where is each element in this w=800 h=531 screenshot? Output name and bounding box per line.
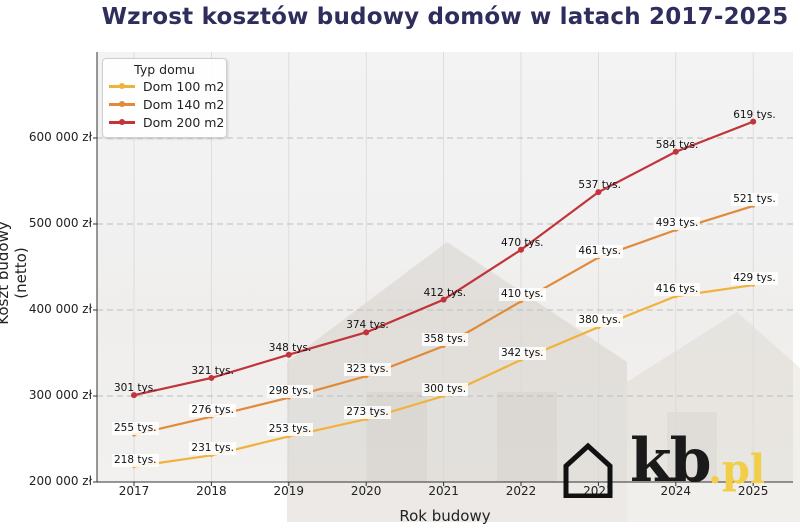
data-label: 342 tys. [499,346,546,360]
data-label: 273 tys. [344,406,391,420]
x-tick-label: 2024 [660,484,692,498]
data-point [518,246,524,253]
data-label: 358 tys. [421,333,469,347]
logo-kb-text: kb [630,426,712,496]
data-label: 255 tys. [112,421,159,435]
data-label: 584 tys. [655,138,699,151]
y-tick-label: 200 000 zł [28,474,92,488]
y-tick-label: 600 000 zł [28,130,92,144]
x-axis-label: Rok budowy [399,507,491,525]
line-marker-icon [109,118,135,125]
x-tick-label: 2017 [118,484,150,498]
x-tick-label: 2019 [273,484,305,498]
data-label: 231 tys. [189,442,236,456]
data-label: 416 tys. [653,283,701,297]
legend-item-dom-140: Dom 140 m2 [109,95,226,113]
data-label: 493 tys. [653,217,701,231]
data-label: 300 tys. [421,383,469,396]
data-label: 470 tys. [501,236,544,249]
data-label: 374 tys. [346,319,389,332]
data-label: 619 tys. [733,108,776,121]
legend-item-dom-200: Dom 200 m2 [109,113,226,131]
data-label: 429 tys. [731,272,778,286]
data-label: 323 tys. [344,363,391,377]
x-tick-label: 2018 [196,484,227,498]
data-point [440,296,447,303]
data-point [285,351,292,358]
x-tick-label: 2021 [428,484,459,498]
data-point [131,392,137,399]
data-point [208,374,215,381]
y-tick-label: 300 000 zł [28,388,92,402]
data-label: 301 tys. [114,382,157,395]
background-house-photo [287,242,800,522]
data-label: 537 tys. [578,179,621,192]
data-label: 410 tys. [499,288,546,302]
data-label: 298 tys. [266,384,314,398]
legend-item-dom-100: Dom 100 m2 [109,77,226,95]
y-tick-label: 400 000 zł [28,302,92,316]
data-label: 253 tys. [266,423,314,437]
kb-pl-watermark-logo: kb .pl [560,426,800,500]
data-point [363,329,370,336]
data-point [750,118,757,125]
data-label: 218 tys. [112,453,159,467]
legend-title: Typ domu [134,62,195,77]
data-label: 412 tys. [423,286,467,299]
data-point [672,148,679,155]
data-label: 461 tys. [576,244,623,258]
house-icon [563,442,613,498]
data-label: 276 tys. [189,403,236,417]
data-label: 348 tys. [268,341,312,354]
x-tick-label: 2020 [350,484,382,498]
line-marker-icon [109,100,135,107]
legend: Typ domu Dom 100 m2 Dom 140 m2 Dom 200 m… [102,58,227,138]
data-label: 380 tys. [576,314,623,328]
x-tick-label: 2022 [505,484,537,498]
data-point [595,189,602,196]
y-tick-label: 500 000 zł [28,216,92,230]
data-label: 321 tys. [191,364,234,377]
line-marker-icon [109,82,135,89]
chart-title: Wzrost kosztów budowy domów w latach 201… [101,4,789,30]
data-label: 521 tys. [731,192,778,206]
x-tick-label: 2025 [737,484,769,498]
logo-pl-text: .pl [708,446,766,493]
